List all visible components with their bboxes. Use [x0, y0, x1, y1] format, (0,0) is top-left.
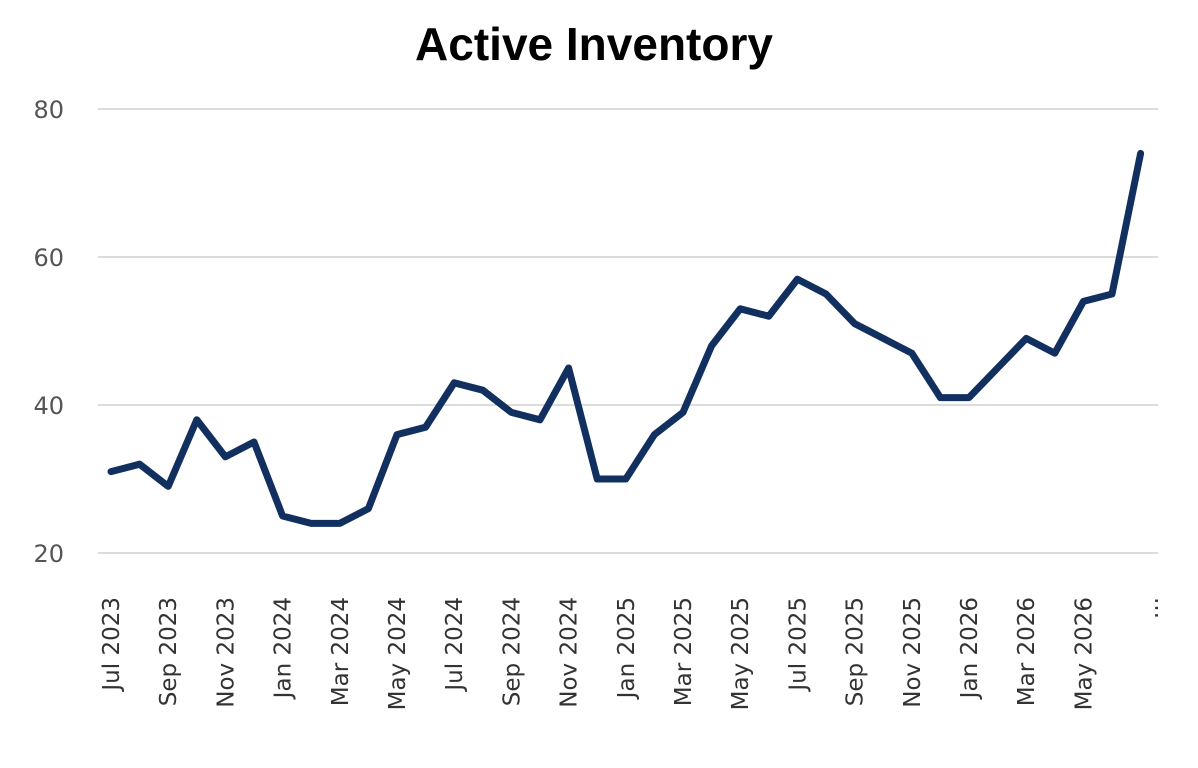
y-tick-label: 20 — [33, 540, 64, 568]
data-point — [1053, 351, 1057, 355]
gridlines — [98, 108, 1158, 554]
x-tick-label: May 2024 — [385, 597, 411, 710]
data-point — [738, 307, 742, 311]
data-point — [824, 292, 828, 296]
x-tick-label: Jul 2024 — [442, 597, 468, 693]
data-point — [710, 344, 714, 348]
data-point — [1110, 292, 1114, 296]
data-point — [996, 366, 1000, 370]
x-tick-label: May 2025 — [728, 597, 754, 710]
data-point — [938, 396, 942, 400]
y-tick-label: 80 — [33, 96, 64, 124]
data-point — [681, 410, 685, 414]
data-point — [195, 418, 199, 422]
data-point — [481, 388, 485, 392]
x-tick-label: Sep 2023 — [156, 597, 182, 706]
data-point — [509, 410, 513, 414]
x-tick-label: Mar 2024 — [328, 597, 354, 706]
data-point — [338, 521, 342, 525]
data-point — [595, 477, 599, 481]
data-point — [366, 507, 370, 511]
data-point — [252, 440, 256, 444]
data-point — [795, 277, 799, 281]
data-point — [281, 514, 285, 518]
x-tick-label: Sep 2024 — [499, 597, 525, 706]
data-point — [1081, 299, 1085, 303]
data-point — [395, 433, 399, 437]
data-point — [881, 336, 885, 340]
x-tick-label: Nov 2024 — [557, 597, 583, 708]
data-point — [624, 477, 628, 481]
data-point — [166, 484, 170, 488]
x-tick-label: Jul 2025 — [785, 597, 811, 693]
data-point — [109, 470, 113, 474]
data-point — [538, 418, 542, 422]
data-point — [767, 314, 771, 318]
x-tick-label: Jul 2023 — [99, 597, 125, 693]
y-tick-label: 40 — [33, 392, 64, 420]
data-point — [452, 381, 456, 385]
data-point — [652, 433, 656, 437]
data-point — [567, 366, 571, 370]
x-tick-label: Nov 2023 — [213, 597, 239, 708]
x-tick-label: ... — [1138, 597, 1164, 619]
data-point — [223, 455, 227, 459]
x-tick-label: Mar 2026 — [1014, 597, 1040, 706]
x-tick-label: Jan 2024 — [271, 597, 297, 700]
data-point — [853, 322, 857, 326]
data-point — [967, 396, 971, 400]
x-tick-label: Nov 2025 — [900, 597, 926, 708]
y-tick-label: 60 — [33, 244, 64, 272]
x-tick-label: May 2026 — [1071, 597, 1097, 710]
series-line — [107, 149, 1145, 527]
x-tick-label: Jan 2025 — [614, 597, 640, 700]
data-point — [138, 462, 142, 466]
data-point — [424, 425, 428, 429]
x-axis-ticks: Jul 2023 Sep 2023 Nov 2023 Jan 2024 Mar 2024… — [99, 597, 1164, 710]
data-point — [1139, 151, 1143, 155]
data-point — [1024, 336, 1028, 340]
data-point — [309, 521, 313, 525]
y-axis-ticks: 20 40 60 80 — [33, 96, 64, 568]
x-tick-label: Mar 2025 — [671, 597, 697, 706]
chart-title: Active Inventory — [415, 18, 773, 70]
x-tick-label: Jan 2026 — [957, 597, 983, 700]
series-lines — [107, 149, 1145, 527]
x-tick-label: Sep 2025 — [843, 597, 869, 706]
data-point — [910, 351, 914, 355]
